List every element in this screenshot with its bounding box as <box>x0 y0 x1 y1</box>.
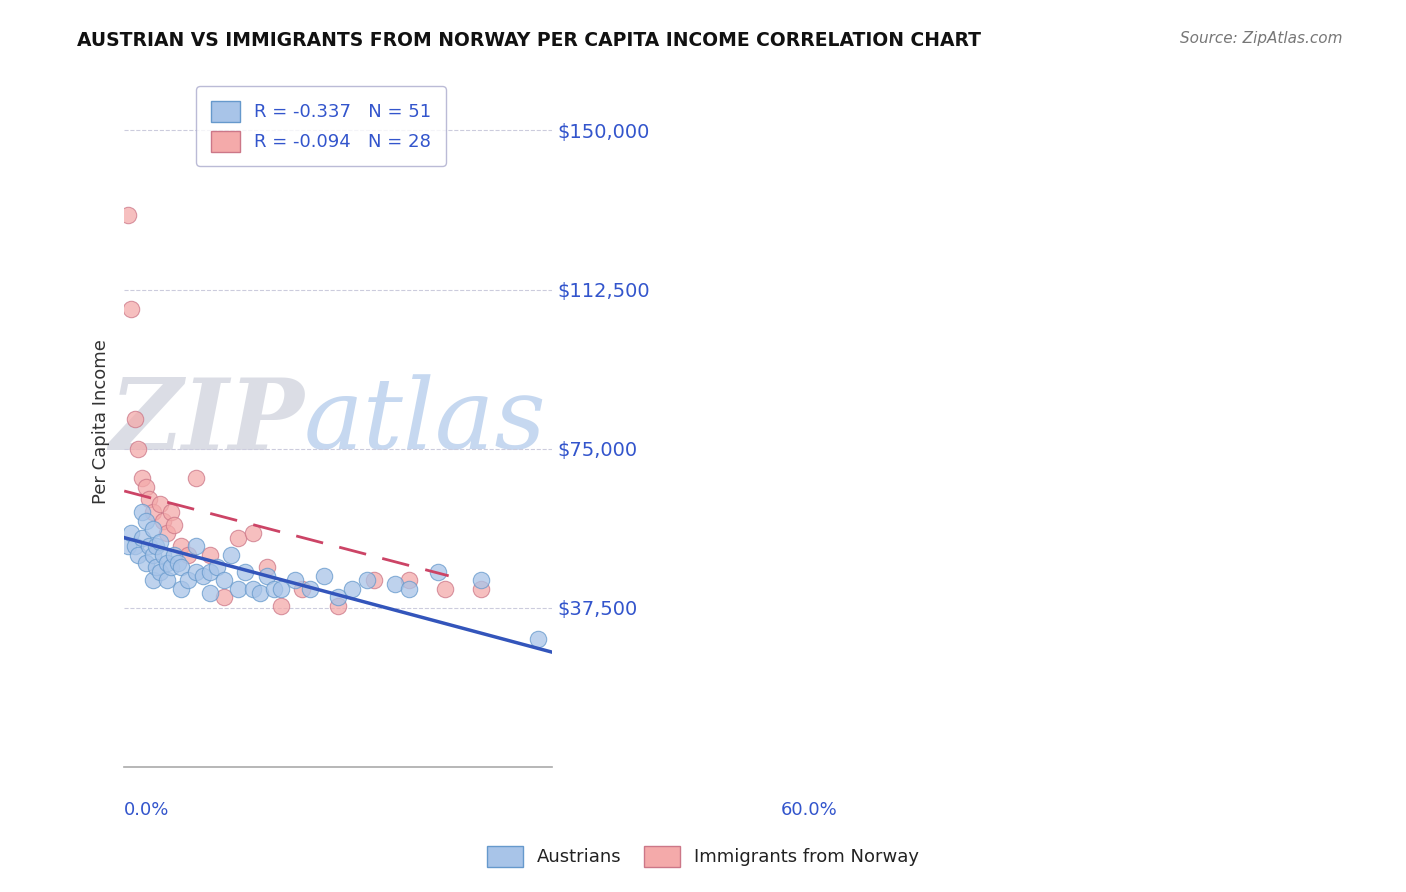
Point <box>398 582 420 596</box>
Point <box>159 505 181 519</box>
Point <box>142 522 165 536</box>
Point <box>152 548 174 562</box>
Text: AUSTRIAN VS IMMIGRANTS FROM NORWAY PER CAPITA INCOME CORRELATION CHART: AUSTRIAN VS IMMIGRANTS FROM NORWAY PER C… <box>77 31 981 50</box>
Point <box>124 412 146 426</box>
Point <box>131 531 153 545</box>
Point <box>284 573 307 587</box>
Point <box>212 573 235 587</box>
Point <box>470 582 492 596</box>
Point <box>427 565 450 579</box>
Point <box>152 514 174 528</box>
Point <box>242 582 264 596</box>
Point <box>298 582 321 596</box>
Point <box>166 556 188 570</box>
Y-axis label: Per Capita Income: Per Capita Income <box>93 340 110 505</box>
Point <box>384 577 406 591</box>
Point <box>135 514 157 528</box>
Point <box>256 560 278 574</box>
Point <box>470 573 492 587</box>
Point <box>235 565 257 579</box>
Point <box>242 526 264 541</box>
Point <box>205 560 228 574</box>
Point <box>131 505 153 519</box>
Point <box>135 480 157 494</box>
Point <box>263 582 285 596</box>
Point <box>363 573 385 587</box>
Point <box>198 548 221 562</box>
Point <box>291 582 314 596</box>
Point <box>145 560 167 574</box>
Point <box>117 208 139 222</box>
Point <box>198 586 221 600</box>
Point <box>149 565 172 579</box>
Point <box>120 301 142 316</box>
Text: Source: ZipAtlas.com: Source: ZipAtlas.com <box>1180 31 1343 46</box>
Point <box>135 556 157 570</box>
Point <box>120 526 142 541</box>
Legend: R = -0.337   N = 51, R = -0.094   N = 28: R = -0.337 N = 51, R = -0.094 N = 28 <box>197 87 446 166</box>
Point <box>212 590 235 604</box>
Point <box>131 471 153 485</box>
Point <box>184 565 207 579</box>
Point <box>127 442 149 456</box>
Point <box>328 590 350 604</box>
Point <box>398 573 420 587</box>
Point <box>256 569 278 583</box>
Point <box>177 548 200 562</box>
Point <box>170 539 193 553</box>
Legend: Austrians, Immigrants from Norway: Austrians, Immigrants from Norway <box>479 838 927 874</box>
Point <box>145 539 167 553</box>
Point <box>356 573 378 587</box>
Text: ZIP: ZIP <box>108 374 304 470</box>
Point <box>149 497 172 511</box>
Text: 60.0%: 60.0% <box>780 801 838 819</box>
Point <box>159 560 181 574</box>
Point <box>142 505 165 519</box>
Point <box>342 582 364 596</box>
Text: 0.0%: 0.0% <box>124 801 170 819</box>
Point <box>184 539 207 553</box>
Point <box>226 531 249 545</box>
Point <box>117 539 139 553</box>
Point <box>138 492 160 507</box>
Point <box>226 582 249 596</box>
Point <box>163 517 186 532</box>
Point <box>124 539 146 553</box>
Point <box>142 573 165 587</box>
Text: atlas: atlas <box>304 375 547 470</box>
Point <box>270 582 292 596</box>
Point <box>198 565 221 579</box>
Point <box>127 548 149 562</box>
Point <box>191 569 214 583</box>
Point <box>177 573 200 587</box>
Point <box>163 548 186 562</box>
Point <box>249 586 271 600</box>
Point <box>170 582 193 596</box>
Point <box>270 599 292 613</box>
Point <box>156 573 179 587</box>
Point <box>184 471 207 485</box>
Point <box>527 632 550 647</box>
Point <box>138 539 160 553</box>
Point <box>156 556 179 570</box>
Point <box>328 599 350 613</box>
Point <box>170 560 193 574</box>
Point <box>434 582 457 596</box>
Point <box>312 569 335 583</box>
Point <box>156 526 179 541</box>
Point <box>219 548 242 562</box>
Point <box>149 534 172 549</box>
Point <box>142 548 165 562</box>
